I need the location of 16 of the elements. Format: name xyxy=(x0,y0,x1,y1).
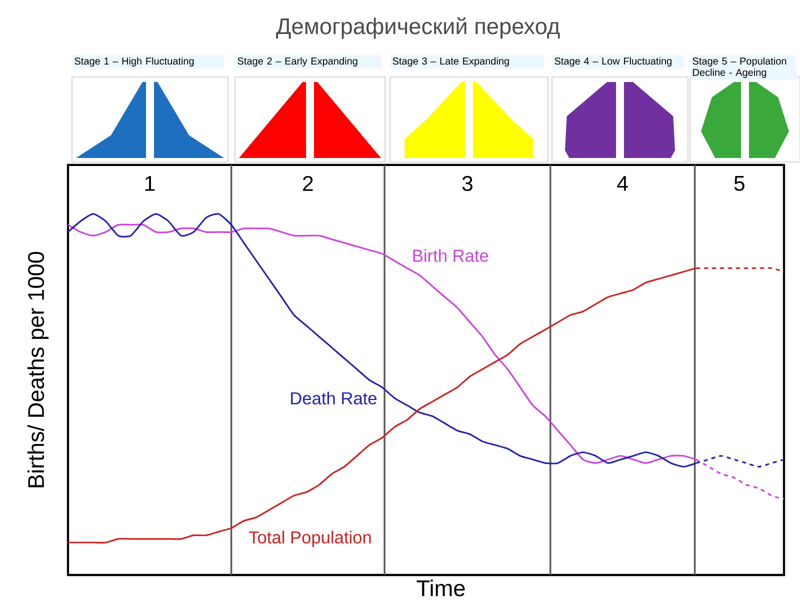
y-axis-title: Births/ Deaths per 1000 xyxy=(27,252,49,488)
chart-title: Демографический переход xyxy=(276,17,560,39)
text: Stage 4 – Low Fluctuating xyxy=(554,57,672,67)
text: Stage 3 – Late Expanding xyxy=(392,57,509,67)
text: 4 xyxy=(617,176,628,191)
text: 3 xyxy=(462,176,472,191)
series-label: Death Rate xyxy=(291,392,377,404)
series-label: Birth Rate xyxy=(413,249,488,262)
text: 5 xyxy=(734,176,744,191)
text: Stage 2 – Early Expanding xyxy=(238,57,358,67)
text: Stage 5 – Population Decline - Ageing xyxy=(692,57,786,78)
series-label: Total Population xyxy=(248,530,371,547)
x-axis-title: Time xyxy=(416,580,465,596)
text: Stage 1 – High Fluctuating xyxy=(74,57,194,67)
text: 2 xyxy=(303,176,313,191)
text: 1 xyxy=(145,176,155,191)
